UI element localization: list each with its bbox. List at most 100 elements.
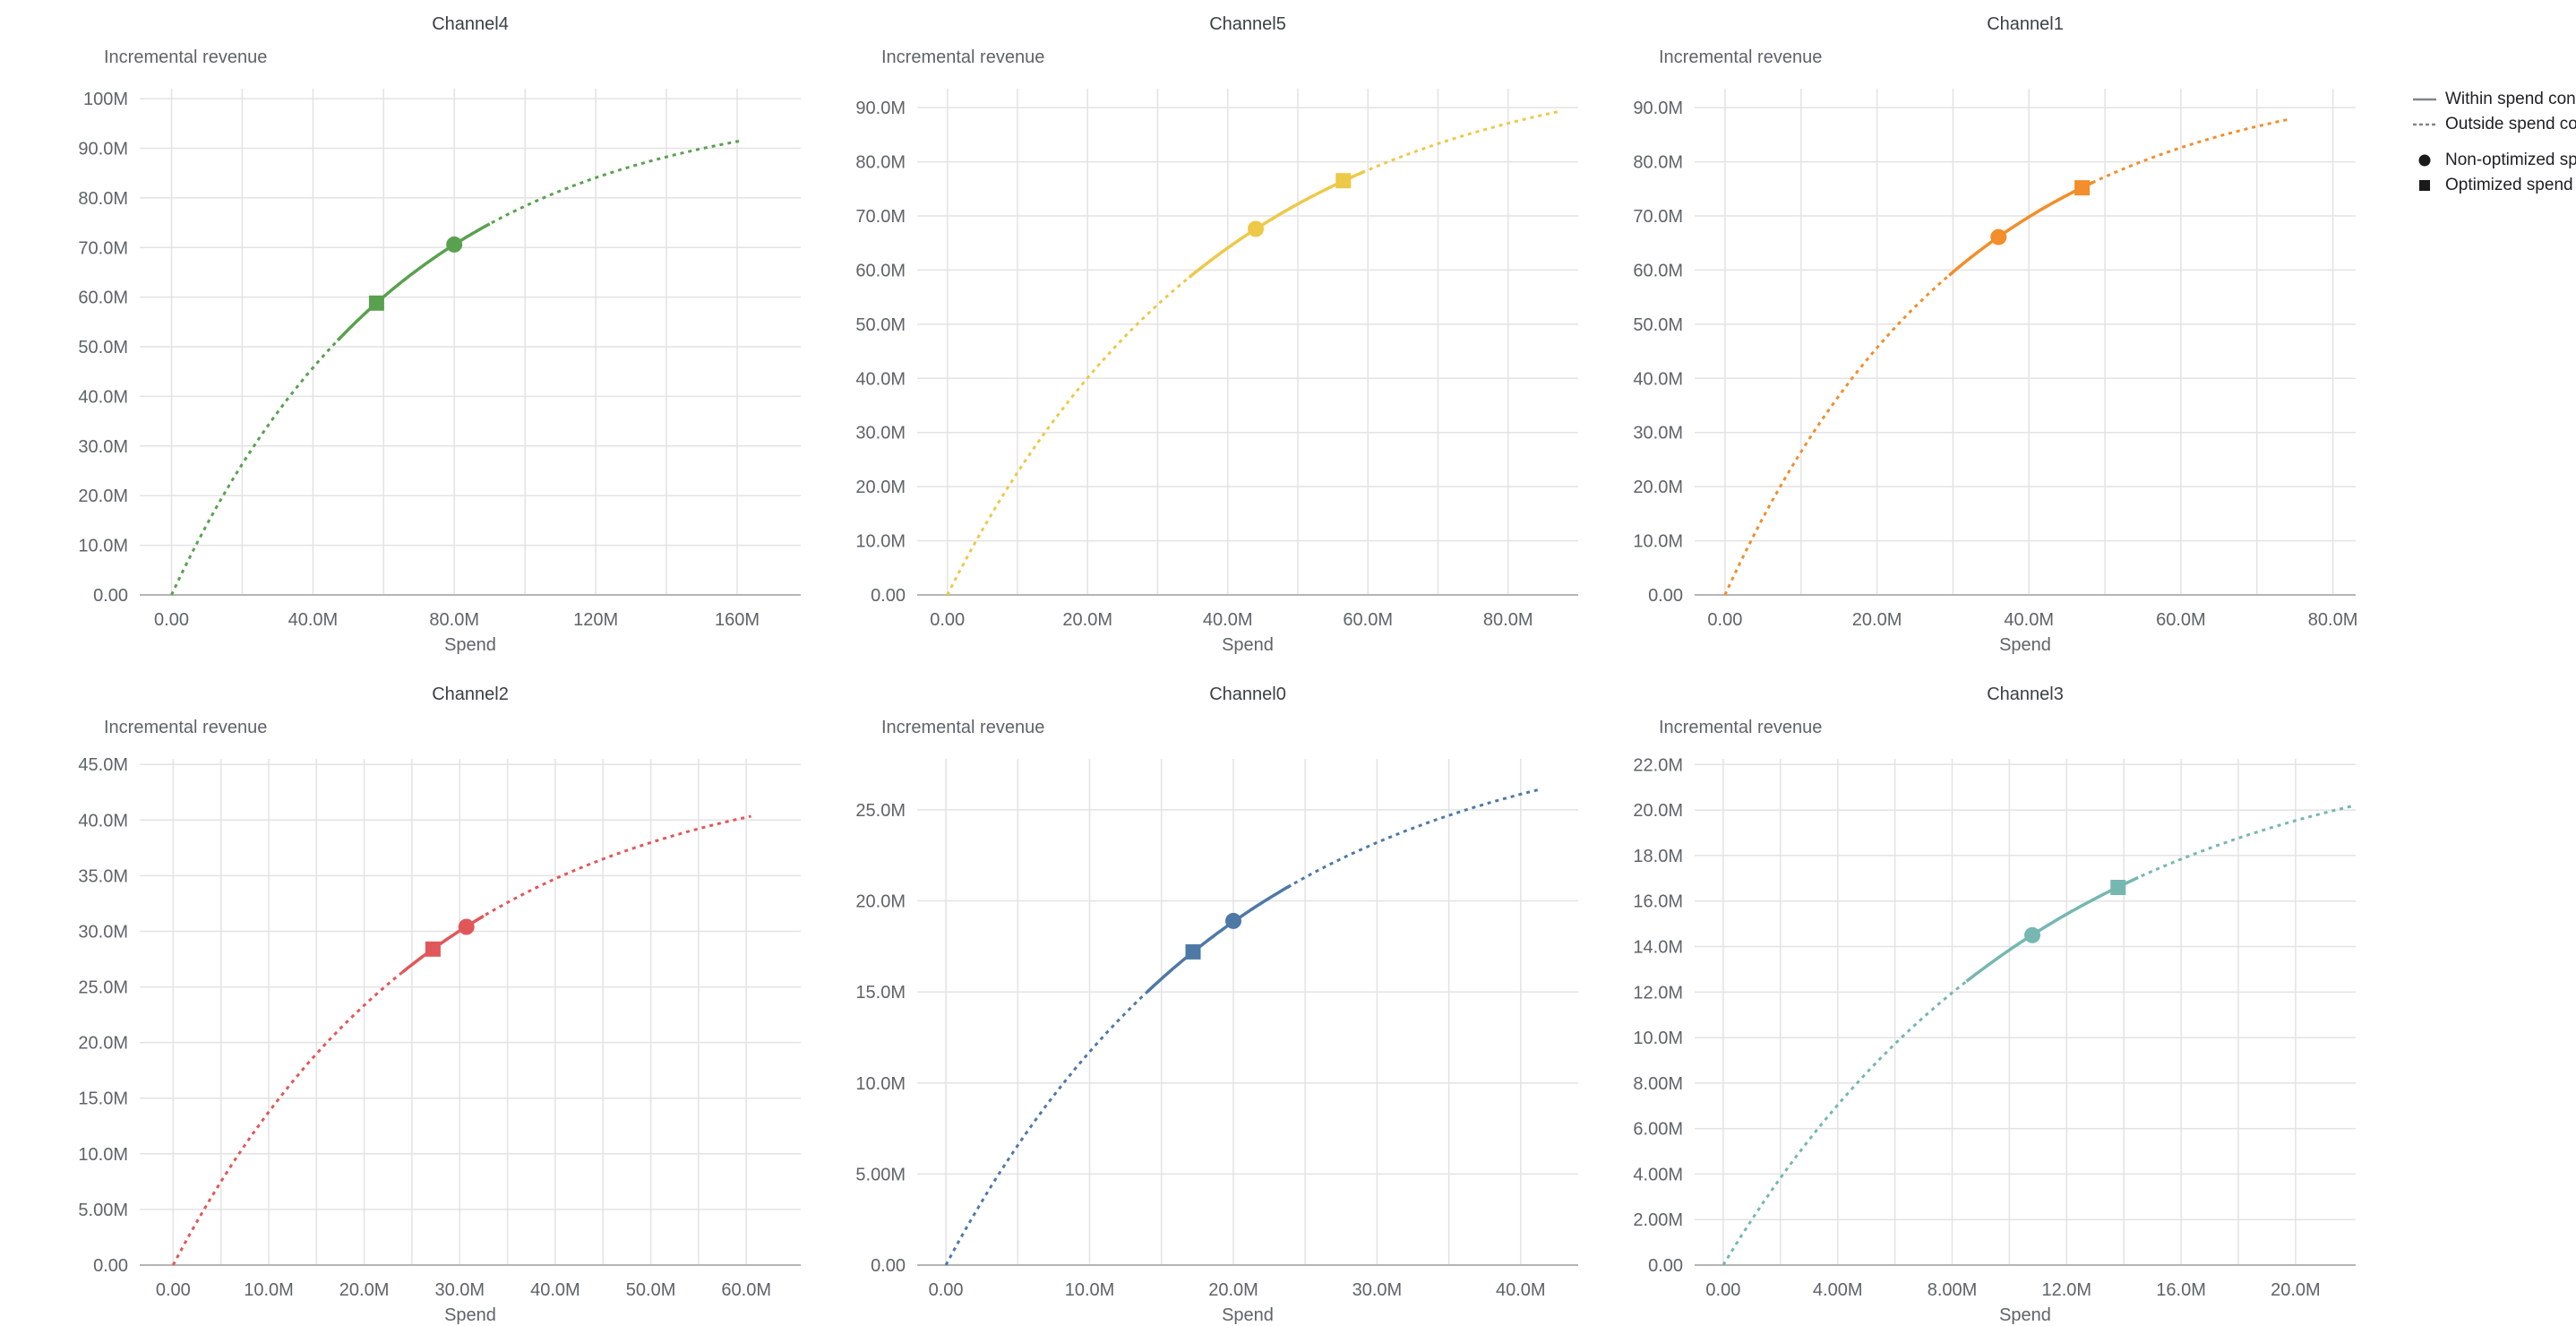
legend-item: Optimized spend: [2411, 176, 2576, 195]
y-tick-label: 20.0M: [1633, 801, 1683, 821]
charts-row-2: Channel2 Incremental revenue 0.00 10.0M 20…: [25, 683, 2576, 1326]
y-tick-label: 4.00M: [1633, 1165, 1683, 1184]
y-tick-label: 70.0M: [78, 238, 128, 258]
optimized-spend-marker: [1335, 173, 1352, 189]
legend-item: Outside spend constraint: [2411, 115, 2576, 134]
y-tick-label: 50.0M: [78, 338, 128, 357]
y-axis-title: Incremental revenue: [881, 718, 1045, 737]
y-tick-label: 0.00: [1648, 1256, 1683, 1276]
non-optimized-spend-marker: [1225, 912, 1241, 929]
y-tick-label: 5.00M: [78, 1201, 128, 1220]
x-tick-label: 20.0M: [2271, 1280, 2321, 1300]
x-tick-label: 160M: [715, 610, 760, 630]
y-tick-label: 100M: [83, 90, 128, 109]
non-optimized-spend-marker: [2024, 926, 2040, 943]
x-tick-label: 8.00M: [1928, 1280, 1978, 1300]
x-axis-title: Spend: [1999, 635, 2051, 655]
x-tick-label: 4.00M: [1813, 1280, 1863, 1300]
y-tick-label: 10.0M: [78, 537, 128, 556]
x-tick-label: 60.0M: [2156, 610, 2206, 630]
optimized-spend-marker: [2110, 880, 2126, 895]
x-tick-label: 12.0M: [2042, 1280, 2092, 1300]
curve-within-spend-constraint: [1146, 883, 1292, 994]
x-tick-label: 40.0M: [1496, 1280, 1546, 1300]
y-tick-label: 30.0M: [78, 437, 128, 457]
y-tick-label: 18.0M: [1633, 847, 1683, 866]
x-axis-title: Spend: [1222, 1305, 1274, 1325]
curve-outside-spend-constraint: [1723, 118, 2288, 596]
curve-outside-spend-constraint: [171, 814, 751, 1266]
response-curve-plot-channel1: 0.00 20.0M 40.0M 60.0M 80.0M 0.00 10.0M 20.0M 30…: [1633, 89, 2357, 630]
y-tick-label: 70.0M: [855, 207, 906, 227]
x-tick-label: 40.0M: [530, 1280, 580, 1300]
curve-within-spend-constraint: [1948, 180, 2095, 277]
y-tick-label: 80.0M: [1633, 153, 1683, 173]
x-axis-title: Spend: [444, 635, 496, 655]
square-icon: [2419, 180, 2430, 191]
legend-item: Non-optimized spend: [2411, 151, 2576, 170]
y-tick-label: 10.0M: [78, 1145, 128, 1165]
legend-label: Non-optimized spend: [2445, 151, 2576, 169]
chart-channel4: Channel4 Incremental revenue 0.00 40.0M 80…: [25, 13, 803, 656]
y-tick-label: 22.0M: [1633, 755, 1683, 775]
y-tick-label: 50.0M: [1633, 315, 1683, 335]
x-tick-label: 80.0M: [1483, 610, 1533, 630]
y-tick-label: 80.0M: [855, 153, 906, 173]
optimized-spend-marker: [368, 295, 384, 311]
legend-item: Within spend constraint: [2411, 90, 2576, 109]
y-tick-label: 40.0M: [78, 811, 128, 831]
x-tick-label: 0.00: [154, 610, 189, 630]
chart-channel1: Channel1 Incremental revenue 0.00 20.0M 40…: [1580, 13, 2357, 656]
y-tick-label: 10.0M: [855, 1074, 906, 1094]
y-tick-label: 20.0M: [855, 892, 906, 912]
y-tick-label: 15.0M: [78, 1089, 128, 1109]
circle-icon: [2418, 154, 2431, 167]
x-axis-title: Spend: [1222, 635, 1274, 655]
x-tick-label: 20.0M: [1062, 610, 1112, 630]
x-tick-label: 30.0M: [1352, 1280, 1403, 1300]
non-optimized-spend-marker: [1248, 220, 1264, 237]
y-tick-label: 12.0M: [1633, 983, 1683, 1003]
y-axis-title: Incremental revenue: [881, 47, 1045, 67]
y-tick-label: 90.0M: [855, 99, 906, 118]
y-tick-label: 16.0M: [1633, 892, 1683, 912]
y-tick-label: 25.0M: [78, 978, 128, 998]
y-tick-label: 35.0M: [78, 866, 128, 886]
x-tick-label: 20.0M: [1208, 1280, 1258, 1300]
y-tick-label: 8.00M: [1633, 1074, 1683, 1094]
y-tick-label: 0.00: [871, 1256, 906, 1276]
y-tick-label: 10.0M: [1633, 1029, 1683, 1048]
y-tick-label: 20.0M: [855, 478, 906, 497]
x-tick-label: 20.0M: [339, 1280, 390, 1300]
non-optimized-spend-marker: [446, 236, 463, 253]
response-curve-plot-channel5: 0.00 20.0M 40.0M 60.0M 80.0M 0.00 10.0M 20.0M 30…: [855, 89, 1578, 630]
x-tick-label: 0.00: [930, 610, 965, 630]
y-tick-label: 50.0M: [855, 315, 906, 335]
x-tick-label: 0.00: [929, 1280, 964, 1300]
y-tick-label: 80.0M: [78, 189, 128, 209]
y-tick-label: 0.00: [93, 1256, 128, 1276]
y-tick-label: 0.00: [871, 586, 906, 606]
y-tick-label: 6.00M: [1633, 1120, 1683, 1140]
x-tick-label: 120M: [573, 610, 618, 630]
non-optimized-spend-marker: [1990, 228, 2007, 245]
curve-within-spend-constraint: [1188, 169, 1365, 279]
y-tick-label: 10.0M: [1633, 532, 1683, 552]
y-tick-label: 60.0M: [1633, 261, 1683, 280]
chart-channel0: Channel0 Incremental revenue 0.00 10.0M 20…: [803, 683, 1580, 1326]
optimized-spend-marker: [1185, 943, 1201, 960]
x-tick-label: 30.0M: [435, 1280, 485, 1300]
chart-title: Channel1: [1987, 14, 2064, 34]
x-tick-label: 80.0M: [2308, 610, 2357, 630]
x-tick-label: 60.0M: [1343, 610, 1393, 630]
y-tick-label: 20.0M: [78, 1034, 128, 1054]
chart-channel2: Channel2 Incremental revenue 0.00 10.0M 20…: [25, 683, 803, 1326]
chart-channel5: Channel5 Incremental revenue 0.00 20.0M 40…: [803, 13, 1580, 656]
y-axis-title: Incremental revenue: [1659, 47, 1823, 67]
curve-outside-spend-constraint: [946, 109, 1561, 596]
y-tick-label: 40.0M: [78, 387, 128, 407]
y-tick-label: 40.0M: [1633, 369, 1683, 389]
response-curve-plot-channel2: 0.00 10.0M 20.0M 30.0M 40.0M 50.0M 60.0M 0.00 5.…: [78, 755, 801, 1300]
y-tick-label: 20.0M: [1633, 478, 1683, 497]
chart-title: Channel5: [1209, 14, 1286, 34]
